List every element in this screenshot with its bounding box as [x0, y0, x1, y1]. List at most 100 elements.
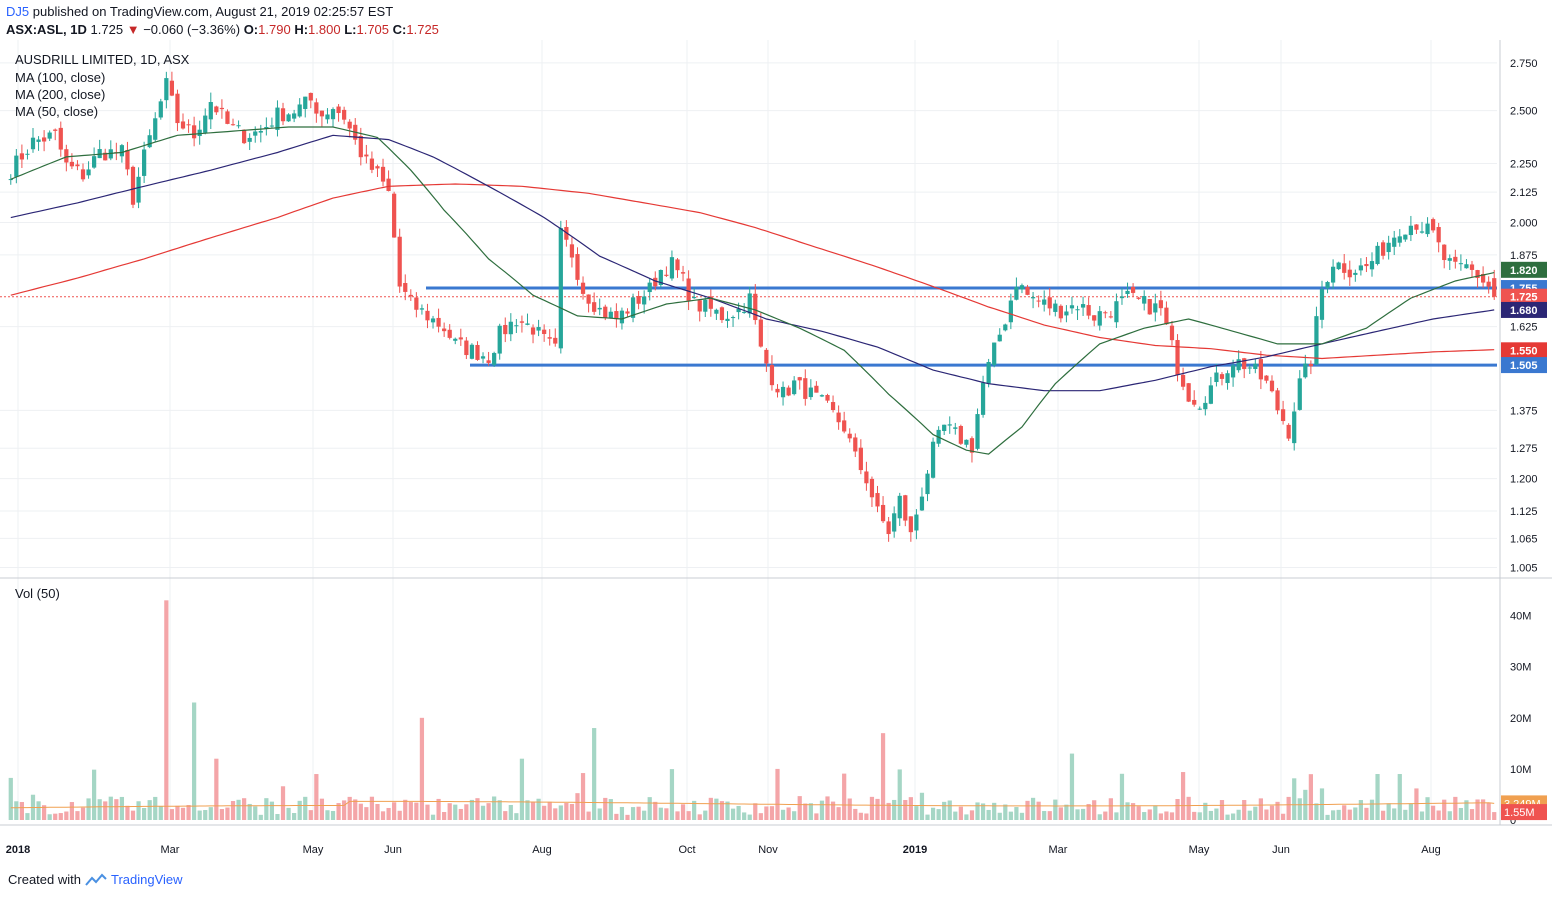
candle-body — [186, 124, 191, 126]
volume-bar — [514, 813, 519, 820]
volume-bar — [8, 777, 13, 820]
volume-bar — [564, 802, 569, 820]
volume-bar — [736, 805, 741, 820]
candle-body — [1242, 358, 1247, 370]
ma50-line — [10, 126, 1495, 455]
volume-bar — [536, 798, 541, 820]
candle-body — [458, 337, 463, 340]
volume-bar — [175, 805, 180, 820]
candle-body — [392, 193, 397, 238]
volume-bar — [1430, 805, 1436, 820]
volume-bar — [1419, 811, 1425, 820]
candle-body — [330, 109, 336, 120]
volume-bar — [530, 802, 536, 820]
volume-bar — [64, 811, 69, 820]
candle-body — [1164, 307, 1169, 325]
volume-bar — [1458, 807, 1463, 820]
volume-bar — [292, 813, 297, 820]
candle-body — [136, 176, 141, 203]
candle-body — [1108, 316, 1113, 318]
ma100-line — [10, 134, 1495, 392]
volume-bar — [669, 769, 675, 820]
low-label: L: — [344, 22, 357, 37]
candle-body — [1425, 223, 1430, 235]
candle-body — [1264, 375, 1269, 381]
legend-ma50[interactable]: MA (50, close) — [15, 104, 98, 119]
candle-body — [1253, 363, 1258, 370]
volume-bar — [808, 803, 813, 820]
volume-bar — [914, 806, 919, 820]
volume-bar — [1003, 804, 1008, 820]
volume-bar — [1342, 805, 1347, 820]
candle-body — [1030, 297, 1036, 299]
volume-bar — [86, 798, 91, 820]
candle-body — [792, 380, 797, 395]
volume-bar — [925, 814, 930, 820]
volume-bar — [1397, 774, 1402, 820]
tradingview-link[interactable]: TradingView — [110, 872, 183, 887]
volume-bar — [447, 803, 452, 820]
volume-bar — [1425, 797, 1430, 820]
price-axis-badge — [1501, 288, 1547, 305]
price-chart[interactable]: 2.750 2.500 2.250 2.125 2.000 1.875 1.625 1.375… — [0, 40, 1560, 862]
volume-bar — [1358, 800, 1363, 820]
volume-bar — [758, 813, 763, 820]
candle-body — [314, 102, 319, 114]
volume-bar — [403, 799, 408, 820]
candle-body — [747, 293, 752, 314]
candle-body — [542, 329, 547, 334]
volume-bar — [519, 758, 525, 820]
candle-body — [130, 166, 136, 205]
candle-body — [286, 114, 291, 122]
volume-bar — [325, 810, 330, 820]
volume-bar — [753, 803, 758, 820]
volume-bar — [1225, 814, 1230, 820]
volume-bar — [675, 811, 680, 820]
volume-bar — [419, 717, 425, 820]
volume-bar — [392, 802, 397, 820]
volume-bars — [8, 600, 1497, 820]
candle-body — [508, 321, 513, 335]
volume-bar — [308, 810, 313, 820]
candle-body — [158, 101, 163, 118]
volume-bar — [492, 796, 497, 820]
open-value: 1.790 — [258, 22, 291, 37]
volume-bar — [280, 786, 286, 820]
candle-body — [753, 293, 758, 321]
candle-body — [19, 153, 25, 160]
volume-bar — [764, 806, 769, 820]
volume-bar — [75, 811, 80, 820]
volume-bar — [958, 806, 963, 820]
volume-bar — [1469, 809, 1475, 820]
volume-bar — [314, 774, 319, 820]
high-label: H: — [294, 22, 309, 37]
high-value: 1.800 — [308, 22, 341, 37]
candle-body — [969, 438, 975, 453]
candle-body — [119, 145, 125, 157]
volume-bar — [1008, 811, 1013, 820]
candle-body — [1414, 224, 1419, 230]
candle-body — [908, 516, 913, 533]
volume-bar — [830, 801, 836, 820]
volume-bar — [147, 800, 152, 820]
volume-bar — [1480, 799, 1486, 820]
legend-volume[interactable]: Vol (50) — [15, 586, 60, 601]
price-axis-badge-label: 1.505 — [1510, 360, 1538, 372]
volume-bar — [319, 798, 325, 820]
price-tick-label: 2.500 — [1510, 106, 1538, 118]
candle-body — [992, 342, 997, 366]
time-tick-label: Jun — [1272, 844, 1290, 856]
author-link[interactable]: DJ5 — [6, 4, 30, 19]
candle-body — [292, 113, 297, 119]
volume-bar — [964, 814, 969, 820]
legend-ma200[interactable]: MA (200, close) — [15, 87, 105, 102]
volume-bar — [436, 798, 441, 820]
volume-bar — [1325, 814, 1330, 820]
candle-body — [525, 323, 530, 325]
volume-bar — [1058, 807, 1063, 820]
candle-body — [830, 402, 836, 411]
volume-bar — [14, 801, 19, 820]
candle-body — [775, 388, 780, 393]
legend-ma100[interactable]: MA (100, close) — [15, 70, 105, 85]
volume-bar — [658, 807, 663, 820]
